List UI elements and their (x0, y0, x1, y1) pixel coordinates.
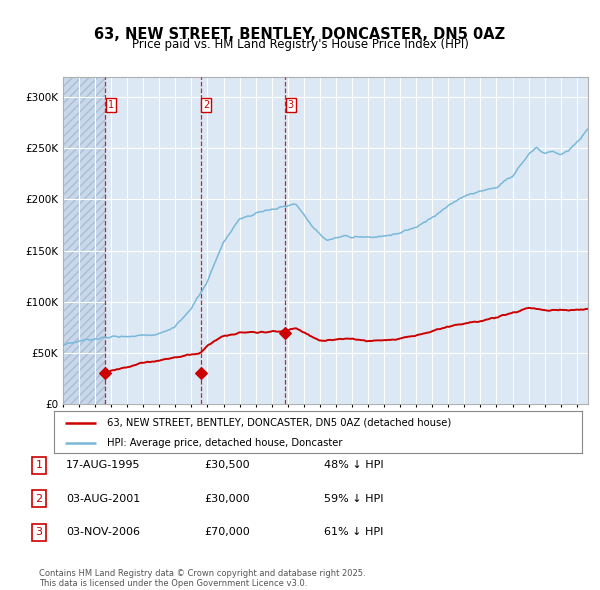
Text: £70,000: £70,000 (204, 527, 250, 537)
Text: 2: 2 (35, 494, 43, 504)
Text: £30,500: £30,500 (204, 460, 250, 470)
Point (196, 369, 206, 378)
Text: 63, NEW STREET, BENTLEY, DONCASTER, DN5 0AZ (detached house): 63, NEW STREET, BENTLEY, DONCASTER, DN5 … (107, 418, 451, 428)
Text: 3: 3 (35, 527, 43, 537)
Text: 03-AUG-2001: 03-AUG-2001 (66, 494, 140, 504)
Text: HPI: Average price, detached house, Doncaster: HPI: Average price, detached house, Donc… (107, 438, 342, 447)
Text: 59% ↓ HPI: 59% ↓ HPI (324, 494, 383, 504)
Text: 48% ↓ HPI: 48% ↓ HPI (324, 460, 383, 470)
Text: 63, NEW STREET, BENTLEY, DONCASTER, DN5 0AZ: 63, NEW STREET, BENTLEY, DONCASTER, DN5 … (94, 27, 506, 41)
Text: 61% ↓ HPI: 61% ↓ HPI (324, 527, 383, 537)
Text: Price paid vs. HM Land Registry's House Price Index (HPI): Price paid vs. HM Land Registry's House … (131, 38, 469, 51)
Point (100, 368, 110, 378)
Text: 03-NOV-2006: 03-NOV-2006 (66, 527, 140, 537)
Text: 2: 2 (203, 100, 209, 110)
Text: Contains HM Land Registry data © Crown copyright and database right 2025.
This d: Contains HM Land Registry data © Crown c… (39, 569, 365, 588)
Text: 17-AUG-1995: 17-AUG-1995 (66, 460, 140, 470)
Text: £30,000: £30,000 (204, 494, 250, 504)
Text: 1: 1 (35, 460, 43, 470)
Point (280, 328, 290, 337)
Bar (63, 77, 105, 404)
Text: 3: 3 (287, 100, 293, 110)
Text: 1: 1 (107, 100, 113, 110)
